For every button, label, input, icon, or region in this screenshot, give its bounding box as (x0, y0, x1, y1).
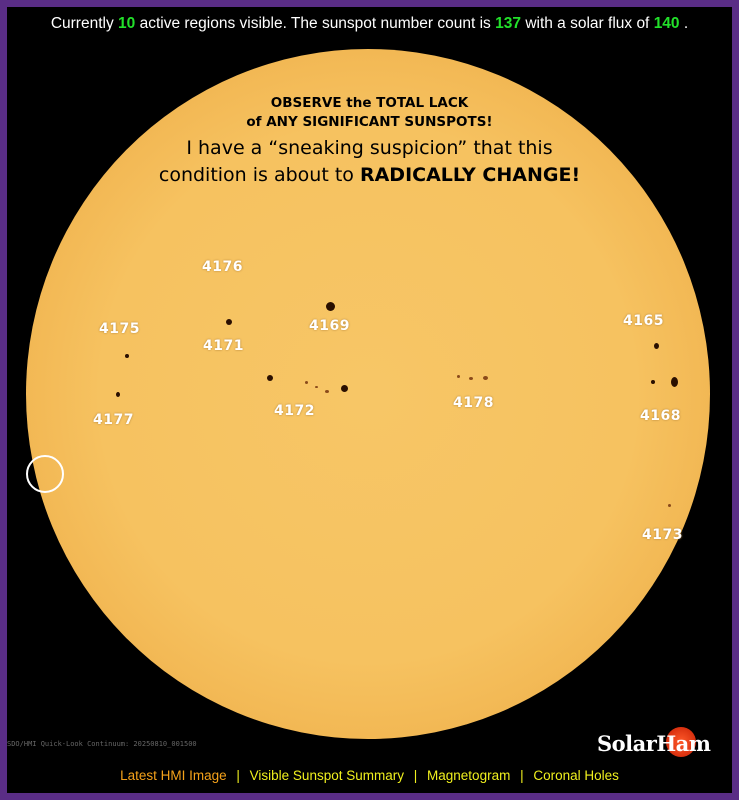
nav-separator: | (236, 768, 240, 783)
status-suffix: . (683, 15, 689, 32)
region-label: 4169 (309, 318, 350, 334)
solar-image-frame: Currently 10 active regions visible. The… (7, 7, 732, 793)
overlay-line-4-text: condition is about to (158, 164, 354, 186)
region-label: 4171 (203, 338, 244, 354)
sunspot (116, 392, 120, 397)
nav-separator: | (520, 768, 524, 783)
region-label: 4172 (274, 403, 315, 419)
sunspot (267, 375, 273, 381)
overlay-line-4-emphasis: RADICALLY CHANGE! (359, 164, 581, 186)
sun-disk-image (26, 49, 710, 739)
active-regions-count: 10 (118, 15, 136, 32)
sunspot (654, 343, 659, 349)
sunspot (315, 386, 318, 388)
region-label: 4178 (453, 395, 494, 411)
nav-magnetogram[interactable]: Magnetogram (427, 768, 511, 783)
nav-latest-hmi-image[interactable]: Latest HMI Image (120, 768, 227, 783)
nav-separator: | (413, 768, 418, 783)
sunspot (651, 380, 655, 384)
region-label: 4177 (93, 412, 134, 428)
sunspot (326, 302, 335, 311)
overlay-line-3: I have a “sneaking suspicion” that this (186, 137, 553, 159)
sunspot (469, 377, 473, 380)
region-label: 4175 (99, 321, 140, 337)
limb-marker-circle (26, 455, 64, 493)
region-label: 4176 (202, 259, 243, 275)
nav-coronal-holes[interactable]: Coronal Holes (533, 768, 619, 783)
solar-flux: 140 (653, 15, 680, 32)
solarham-logo: SolarHam (597, 723, 722, 763)
sunspot (325, 390, 329, 393)
sunspot (668, 504, 671, 507)
logo-sun-icon (666, 727, 696, 757)
status-bar: Currently 10 active regions visible. The… (7, 7, 732, 41)
region-label: 4165 (623, 313, 664, 329)
overlay-line-1: OBSERVE the TOTAL LACK (270, 95, 469, 111)
logo-text: SolarHam (597, 731, 711, 756)
status-text-2: with a solar flux of (525, 15, 650, 32)
overlay-line-2: of ANY SIGNIFICANT SUNSPOTS! (246, 114, 493, 130)
region-label: 4168 (640, 408, 681, 424)
sunspot (125, 354, 129, 358)
overlay-line-4: condition is about to RADICALLY CHANGE! (7, 164, 732, 186)
sunspot (305, 381, 308, 384)
region-label: 4173 (642, 527, 683, 543)
sunspot (457, 375, 460, 378)
sunspot (341, 385, 348, 392)
bottom-nav: Latest HMI Image | Visible Sunspot Summa… (7, 765, 732, 787)
image-timestamp: SDO/HMI Quick-Look Continuum: 20250810_0… (7, 740, 197, 748)
status-text-1: active regions visible. The sunspot numb… (139, 15, 491, 32)
nav-visible-sunspot-summary[interactable]: Visible Sunspot Summary (249, 768, 404, 783)
sunspot (671, 377, 678, 387)
sunspot (226, 319, 232, 325)
sunspot (483, 376, 488, 380)
status-prefix: Currently (50, 15, 114, 32)
sunspot-number: 137 (495, 15, 521, 32)
